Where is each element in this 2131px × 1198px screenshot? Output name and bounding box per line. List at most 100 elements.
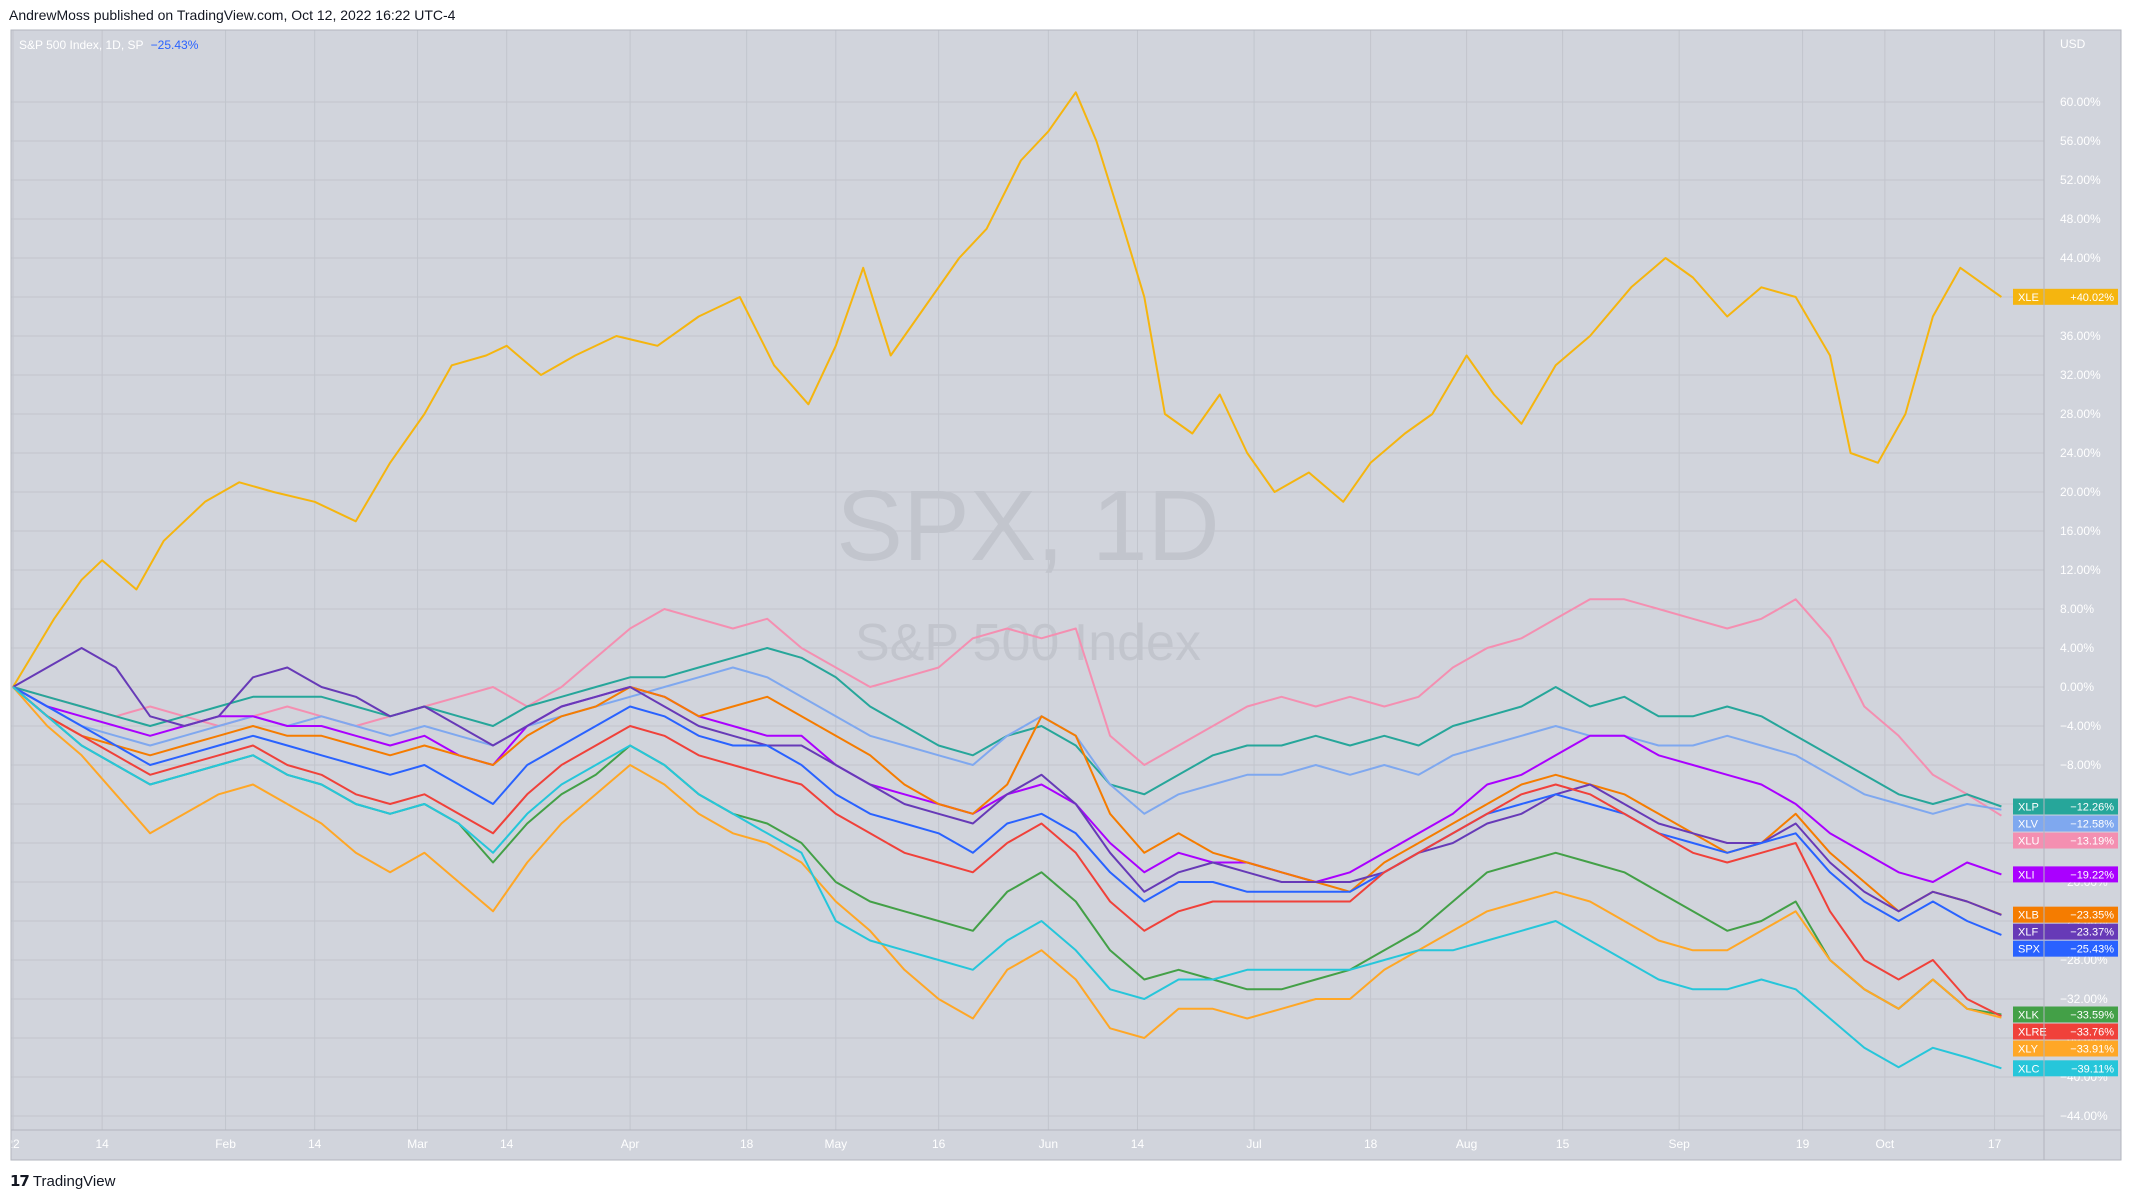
x-tick-label: 14 xyxy=(500,1137,514,1151)
x-tick-label: 18 xyxy=(1364,1137,1378,1151)
series-line-xly xyxy=(12,686,2002,1039)
series-line-spx xyxy=(12,686,2002,936)
series-label-xlv: XLV −12.58% xyxy=(2013,815,2118,832)
y-tick-label: 60.00% xyxy=(2060,95,2101,109)
y-tick-label: −32.00% xyxy=(2060,992,2108,1006)
series-label-name: XLY xyxy=(2018,1044,2039,1056)
series-label-spx: SPX −25.43% xyxy=(2013,940,2118,957)
series-label-name: XLF xyxy=(2018,927,2038,939)
plot-background xyxy=(11,30,2044,1130)
series-label-value: −12.58% xyxy=(2070,819,2114,831)
series-labels: XLE +40.02% XLP −12.26% XLV −12.58% XLU −13.19%… xyxy=(2013,288,2118,1077)
series-label-xlp: XLP −12.26% xyxy=(2013,798,2118,815)
series-label-name: XLP xyxy=(2018,802,2039,814)
x-tick-label: 19 xyxy=(1796,1137,1810,1151)
x-tick-label: May xyxy=(824,1137,847,1151)
x-tick-label: Apr xyxy=(621,1137,640,1151)
series-label-box xyxy=(2013,923,2118,940)
y-tick-label: −44.00% xyxy=(2060,1109,2108,1123)
x-tick-label: 14 xyxy=(308,1137,322,1151)
series-label-box xyxy=(2013,288,2118,305)
x-tick-label: Jun xyxy=(1039,1137,1058,1151)
series-label-xle: XLE +40.02% xyxy=(2013,288,2118,305)
x-tick-label: Feb xyxy=(215,1137,236,1151)
x-tick-label: 22 xyxy=(6,1137,20,1151)
y-tick-label: 32.00% xyxy=(2060,368,2101,382)
series-label-value: −25.43% xyxy=(2070,944,2114,956)
series-label-box xyxy=(2013,1023,2118,1040)
y-tick-label: 16.00% xyxy=(2060,524,2101,538)
series-label-value: −12.26% xyxy=(2070,802,2114,814)
y-tick-label: 28.00% xyxy=(2060,407,2101,421)
series-label-xlf: XLF −23.37% xyxy=(2013,923,2118,940)
series-label-xlb: XLB −23.35% xyxy=(2013,906,2118,923)
x-tick-label: 15 xyxy=(1556,1137,1570,1151)
chart-frame xyxy=(10,29,2122,1161)
y-tick-label: −4.00% xyxy=(2060,719,2101,733)
series-label-xlu: XLU −13.19% xyxy=(2013,832,2118,849)
series-label-box xyxy=(2013,1060,2118,1077)
y-tick-label: 56.00% xyxy=(2060,134,2101,148)
x-tick-label: Aug xyxy=(1456,1137,1477,1151)
x-tick-label: 17 xyxy=(1988,1137,2002,1151)
watermark: SPX, 1D S&P 500 Index xyxy=(836,470,1220,672)
series-line-xlc xyxy=(12,686,2002,1070)
y-tick-label: 44.00% xyxy=(2060,251,2101,265)
watermark-name: S&P 500 Index xyxy=(855,614,1201,672)
series-label-box xyxy=(2013,1040,2118,1057)
series-label-value: −33.76% xyxy=(2070,1027,2114,1039)
series-label-box xyxy=(2013,832,2118,849)
series-label-xli: XLI −19.22% xyxy=(2013,866,2118,883)
series-label-value: −19.22% xyxy=(2070,869,2114,881)
series-label-value: +40.02% xyxy=(2070,292,2114,304)
x-tick-label: 14 xyxy=(95,1137,109,1151)
time-axis[interactable]: 22 14 Feb 14 Mar 14 Apr 18 May 16 Jun 14 Jul 18 Aug 15 S… xyxy=(6,1137,2001,1151)
series-label-box xyxy=(2013,798,2118,815)
x-tick-label: Mar xyxy=(407,1137,428,1151)
series-label-xlre: XLRE −33.76% xyxy=(2013,1023,2118,1040)
y-tick-label: −8.00% xyxy=(2060,758,2101,772)
series-label-name: XLI xyxy=(2018,869,2035,881)
footer-brand: TradingView xyxy=(32,1172,116,1190)
legend-change: −25.43% xyxy=(150,38,199,52)
legend-symbol-title: S&P 500 Index, 1D, SP xyxy=(19,38,144,52)
y-tick-label: 12.00% xyxy=(2060,563,2101,577)
tradingview-logo-icon: 17 xyxy=(10,1172,30,1190)
time-axis-background xyxy=(11,1130,2121,1160)
series-label-box xyxy=(2013,866,2118,883)
watermark-symbol: SPX, 1D xyxy=(836,470,1220,582)
series-label-name: XLB xyxy=(2018,910,2039,922)
series-label-value: −39.11% xyxy=(2071,1063,2114,1075)
y-tick-label: 48.00% xyxy=(2060,212,2101,226)
chart-legend[interactable]: S&P 500 Index, 1D, SP −25.43% xyxy=(19,38,198,52)
series-line-xlb xyxy=(12,686,2002,916)
series-label-name: XLE xyxy=(2018,292,2039,304)
series-label-box xyxy=(2013,815,2118,832)
series-label-box xyxy=(2013,1006,2118,1023)
series-label-xly: XLY −33.91% xyxy=(2013,1040,2118,1057)
series-line-xlf xyxy=(12,647,2002,916)
y-tick-label: 52.00% xyxy=(2060,173,2101,187)
x-tick-label: Oct xyxy=(1876,1137,1895,1151)
series-label-xlk: XLK −33.59% xyxy=(2013,1006,2118,1023)
x-tick-label: 16 xyxy=(932,1137,946,1151)
series-label-box xyxy=(2013,906,2118,923)
series-label-name: XLC xyxy=(2018,1063,2039,1075)
series-label-value: −13.19% xyxy=(2070,836,2114,848)
y-tick-label: 0.00% xyxy=(2060,680,2094,694)
series-line-xlre xyxy=(12,686,2002,1018)
x-tick-label: Sep xyxy=(1668,1137,1690,1151)
x-tick-label: 14 xyxy=(1131,1137,1145,1151)
series-lines xyxy=(12,91,2002,1070)
series-line-xle xyxy=(12,91,2002,688)
series-label-value: −33.91% xyxy=(2070,1044,2114,1056)
publisher-header: AndrewMoss published on TradingView.com,… xyxy=(9,7,456,23)
y-tick-label: 36.00% xyxy=(2060,329,2101,343)
footer[interactable]: 17 TradingView xyxy=(10,1170,115,1192)
series-label-xlc: XLC −39.11% xyxy=(2013,1060,2118,1077)
series-line-xlv xyxy=(12,666,2002,815)
y-tick-label: 24.00% xyxy=(2060,446,2101,460)
y-tick-label: 20.00% xyxy=(2060,485,2101,499)
x-tick-label: 18 xyxy=(740,1137,754,1151)
